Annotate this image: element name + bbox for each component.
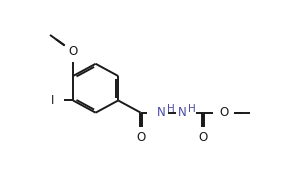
Text: O: O (136, 131, 145, 144)
Text: N: N (157, 106, 166, 119)
Text: O: O (69, 45, 78, 58)
Text: H: H (188, 104, 195, 114)
Text: N: N (178, 106, 187, 119)
Text: O: O (219, 106, 228, 119)
Text: O: O (198, 131, 207, 144)
Text: H: H (167, 104, 175, 114)
Text: I: I (51, 94, 54, 107)
